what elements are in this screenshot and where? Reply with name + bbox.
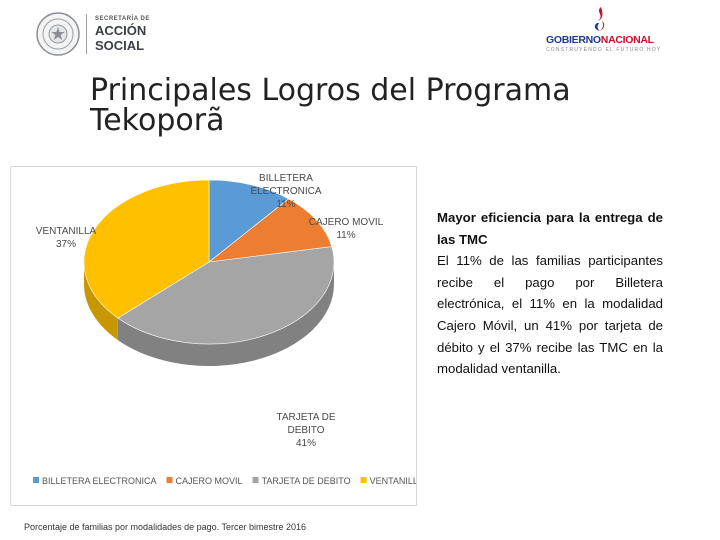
pie-label-billetera-electronica: BILLETERA ELECTRONICA 11% (250, 173, 321, 210)
pie-chart-canvas: BILLETERA ELECTRONICA 11% CAJERO MOVIL 11% TA… (33, 173, 416, 486)
pie-chart: BILLETERA ELECTRONICA 11% CAJERO MOVIL 11% TA… (10, 166, 417, 506)
gov-name-part1: GOBIERNO (546, 34, 601, 46)
pie-label-ventanilla: VENTANILLA 37% (36, 226, 97, 250)
description-heading: Mayor eficiencia para la entrega de las … (437, 210, 663, 247)
gov-tagline: CONSTRUYENDO EL FUTURO HOY (546, 47, 662, 53)
national-seal-icon (36, 12, 80, 56)
gov-name-part2: NACIONAL (600, 34, 654, 46)
pie-slice-ventanilla (83, 179, 210, 319)
org-line2: ACCIÓN (95, 23, 147, 38)
legend-swatch-cajero-movil (166, 477, 173, 483)
logo-divider (86, 14, 87, 54)
pie-slice-billetera-electronica (208, 179, 290, 263)
org-line3: SOCIAL (95, 38, 145, 53)
pie-slice-cajero-movil (207, 198, 333, 263)
description-body: El 11% de las familias participantes rec… (437, 253, 663, 377)
legend-label-ventanilla: VENTANILLA (370, 476, 416, 486)
pie-slice-tarjeta-de-debito (117, 246, 335, 345)
org-line1: SECRETARÍA DE (95, 16, 150, 22)
gov-name: GOBIERNONACIONAL (546, 34, 654, 46)
org-name: SECRETARÍA DE ACCIÓN SOCIAL (95, 16, 150, 52)
gobierno-nacional-logo: GOBIERNONACIONAL CONSTRUYENDO EL FUTURO … (546, 6, 676, 53)
legend-swatch-ventanilla (360, 477, 367, 483)
pie-side-tarjeta-de-debito (117, 262, 334, 366)
legend-label-billetera-electronica: BILLETERA ELECTRONICA (42, 476, 157, 486)
legend-swatch-tarjeta-de-debito (252, 477, 259, 483)
pie-side-ventanilla (84, 262, 118, 341)
description: Mayor eficiencia para la entrega de las … (437, 207, 663, 380)
legend-swatch-billetera-electronica (33, 477, 39, 483)
legend-label-cajero-movil: CAJERO MOVIL (176, 476, 243, 486)
gobierno-flame-icon (594, 7, 605, 31)
sas-logo: SECRETARÍA DE ACCIÓN SOCIAL (36, 12, 150, 56)
pie-label-cajero-movil: CAJERO MOVIL 11% (309, 217, 384, 241)
chart-caption: Porcentaje de familias por modalidades d… (24, 522, 306, 532)
slide-title: Principales Logros del Programa Tekoporã (90, 73, 571, 138)
legend-label-tarjeta-de-debito: TARJETA DE DEBITO (262, 476, 351, 486)
pie-label-tarjeta-de-debito: TARJETA DE DEBITO 41% (276, 412, 335, 449)
